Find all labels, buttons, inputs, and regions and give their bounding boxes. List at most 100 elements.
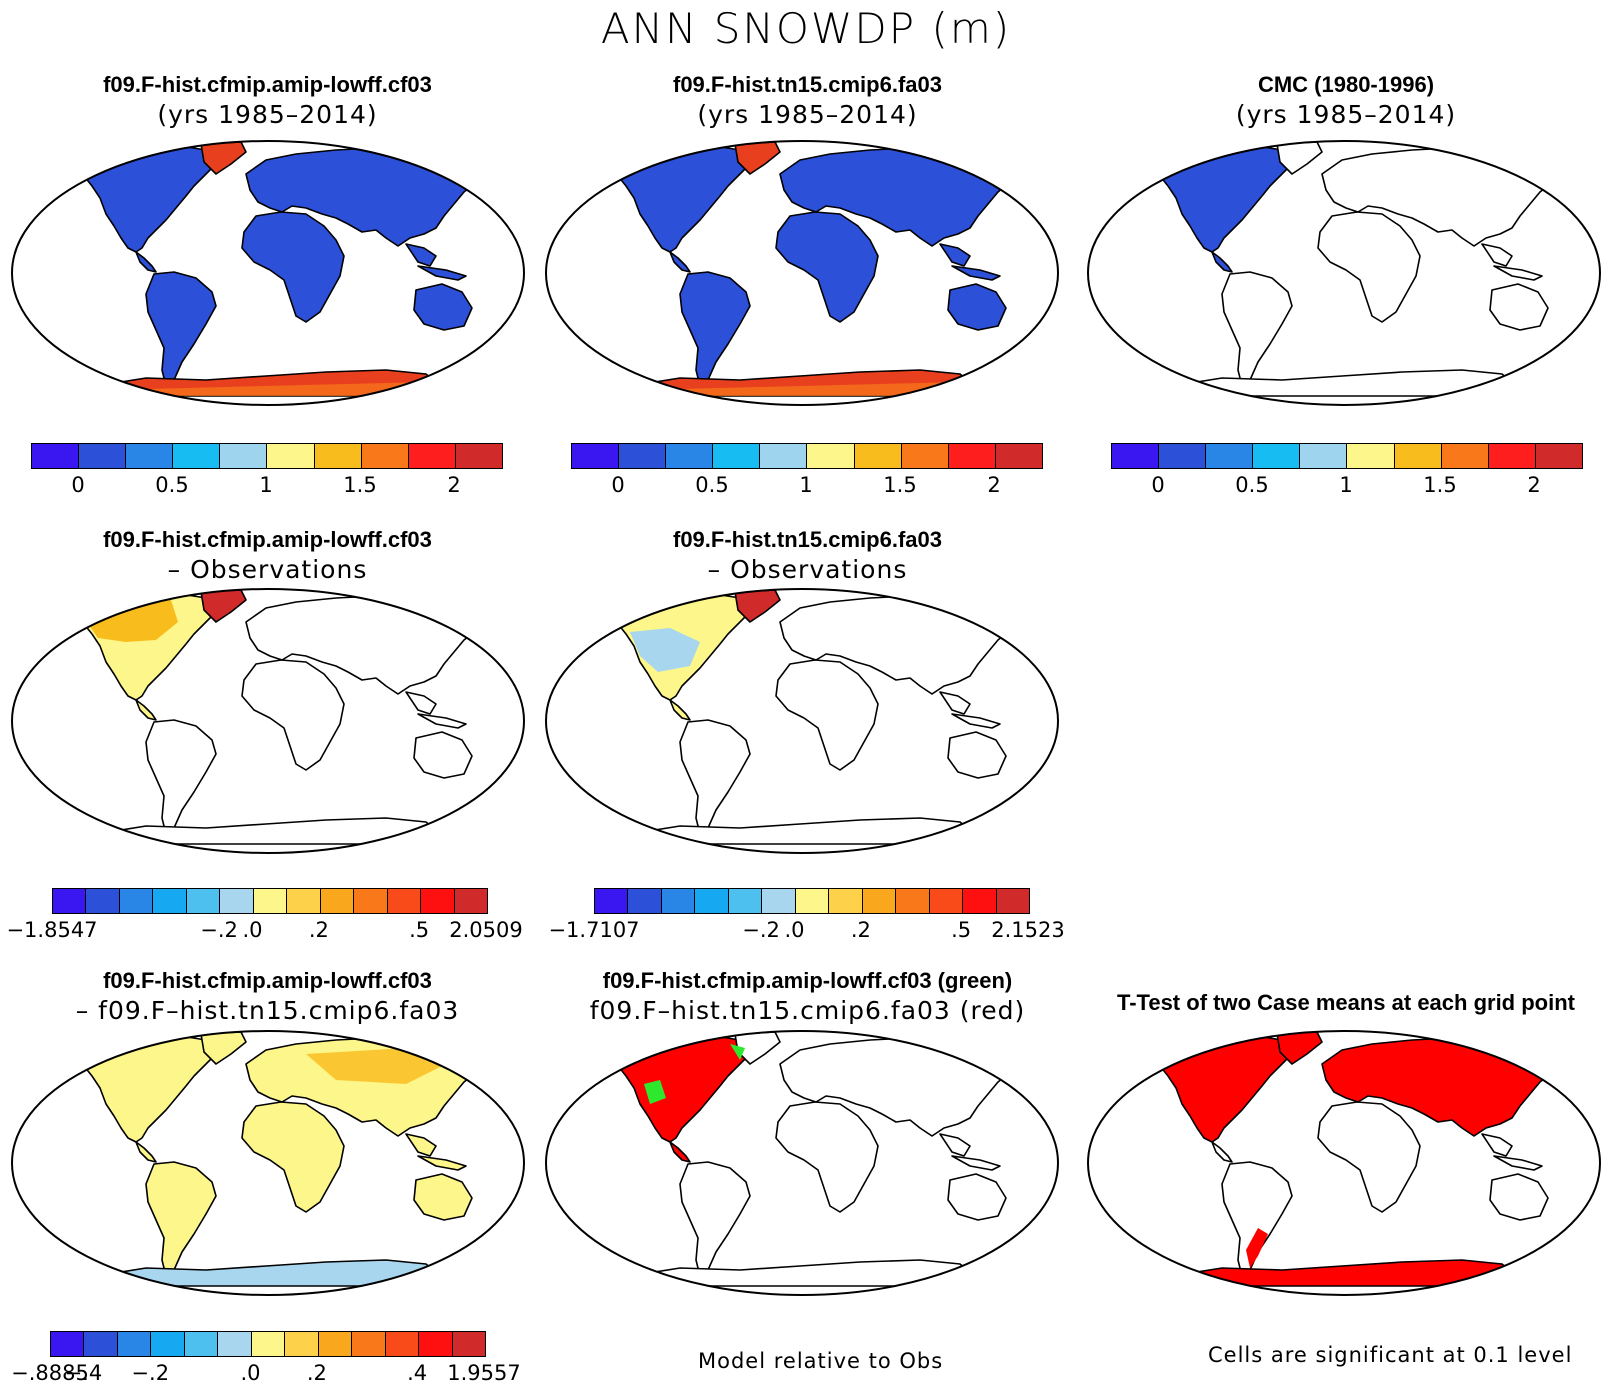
colorbar-swatch [695,889,729,913]
colorbar-tick-label: 0.5 [695,473,729,497]
colorbar-swatch [419,1332,453,1356]
panel7-subtitle: – f09.F–hist.tn15.cmip6.fa03 [75,996,460,1025]
colorbar-swatch [352,1332,386,1356]
colorbar-swatch [1347,444,1395,468]
landmass-australia [413,1173,473,1221]
map-border [545,1030,1059,1296]
colorbar-tick-label: 2.1523 [991,918,1065,942]
colorbar-swatch [53,889,87,913]
landmass-centralAm [135,1141,157,1163]
colorbar-tick-label: 2 [447,473,461,497]
landmass-seAsia [1481,243,1513,267]
colorbar-tick-label: 2.0509 [449,918,523,942]
landmass-indonesia [417,265,467,281]
colorbar-swatch [287,889,321,913]
landmass-indonesia [951,265,1001,281]
landmass-africa [1317,1101,1421,1213]
landmass-antarctica [95,1259,447,1287]
panel4-title: f09.F-hist.cfmip.amip-lowff.cf03 [103,527,432,552]
colorbar-swatch [408,444,456,468]
colorbar-swatch [628,889,662,913]
landmass-australia [947,1173,1007,1221]
colorbar-swatch [929,889,964,913]
colorbar-tick-label: .5 [951,918,972,942]
colorbar-swatch [186,889,221,913]
green-patch [644,1080,666,1104]
colorbar-tick-label: 2 [1527,473,1541,497]
colorbar-swatch [995,444,1042,468]
colorbar-swatch [84,1332,118,1356]
colorbar-swatch [760,444,808,468]
colorbar-panel-2 [571,443,1043,469]
panel8-title: f09.F-hist.cfmip.amip-lowff.cf03 (green) [602,968,1013,993]
antarctic-shading [640,382,970,396]
colorbar-tick-label: −.2 [200,918,238,942]
map-panel-3 [1087,140,1601,406]
colorbar-swatch [173,444,221,468]
colorbar-panel-5 [594,888,1030,914]
landmass-indonesia [951,713,1001,729]
colorbar-swatch [948,444,996,468]
colorbar-swatch [1441,444,1489,468]
colorbar-tick-label: .2 [850,918,871,942]
landmass-seAsia [939,1133,971,1157]
landmass-seAsia [939,243,971,267]
anomaly-patch [630,628,700,672]
landmass-southAmerica [145,271,217,387]
landmass-centralAm [669,1141,691,1163]
landmass-australia [413,283,473,331]
landmass-africa [241,1101,345,1213]
significance-note: Cells are significant at 0.1 level [1208,1343,1573,1367]
colorbar-tick-label: −.8885 [11,1361,89,1385]
map-panel-5 [545,588,1059,854]
landmass-africa [241,659,345,771]
colorbar-swatch [385,1332,420,1356]
map-panel-8 [545,1030,1059,1296]
panel5-title: f09.F-hist.tn15.cmip6.fa03 [673,527,942,552]
colorbar-swatch [619,444,667,468]
colorbar-swatch [1300,444,1348,468]
colorbar-swatch [728,889,763,913]
panel4-subtitle: – Observations [167,555,368,584]
map-border [1087,140,1601,406]
colorbar-swatch [452,1332,486,1356]
landmass-indonesia [1493,265,1543,281]
colorbar-swatch [1394,444,1442,468]
landmass-africa [1317,211,1421,323]
colorbar-swatch [901,444,949,468]
colorbar-swatch [220,889,254,913]
colorbar-tick-label: −1.8547 [6,918,98,942]
colorbar-swatch [253,889,288,913]
landmass-antarctica [1171,369,1523,397]
landmass-antarctica [95,817,447,845]
landmass-centralAm [135,251,157,273]
colorbar-panel-7 [50,1331,486,1357]
landmass-southAmerica [679,271,751,387]
landmass-seAsia [405,243,437,267]
landmass-centralAm [669,699,691,721]
landmass-seAsia [405,691,437,715]
colorbar-swatch [1159,444,1207,468]
landmass-centralAm [1211,1141,1233,1163]
colorbar-swatch [354,889,388,913]
landmass-southAmerica [679,1161,751,1277]
colorbar-swatch [1535,444,1582,468]
colorbar-tick-label: −1.7107 [548,918,640,942]
colorbar-tick-label: 0 [611,473,625,497]
colorbar-swatch [361,444,409,468]
landmass-southAmerica [145,719,217,835]
colorbar-panel-1 [31,443,503,469]
map-panel-4 [11,588,525,854]
colorbar-swatch [854,444,902,468]
map-border [11,140,525,406]
map-border [545,140,1059,406]
colorbar-tick-label: 0 [1151,473,1165,497]
colorbar-swatch [1112,444,1160,468]
panel1-title: f09.F-hist.cfmip.amip-lowff.cf03 [103,72,432,97]
figure-title: ANN SNOWDP (m) [600,4,1012,53]
colorbar-swatch [119,889,154,913]
colorbar-tick-label: 0 [71,473,85,497]
landmass-centralAm [669,251,691,273]
colorbar-swatch [251,1332,286,1356]
map-border [545,588,1059,854]
